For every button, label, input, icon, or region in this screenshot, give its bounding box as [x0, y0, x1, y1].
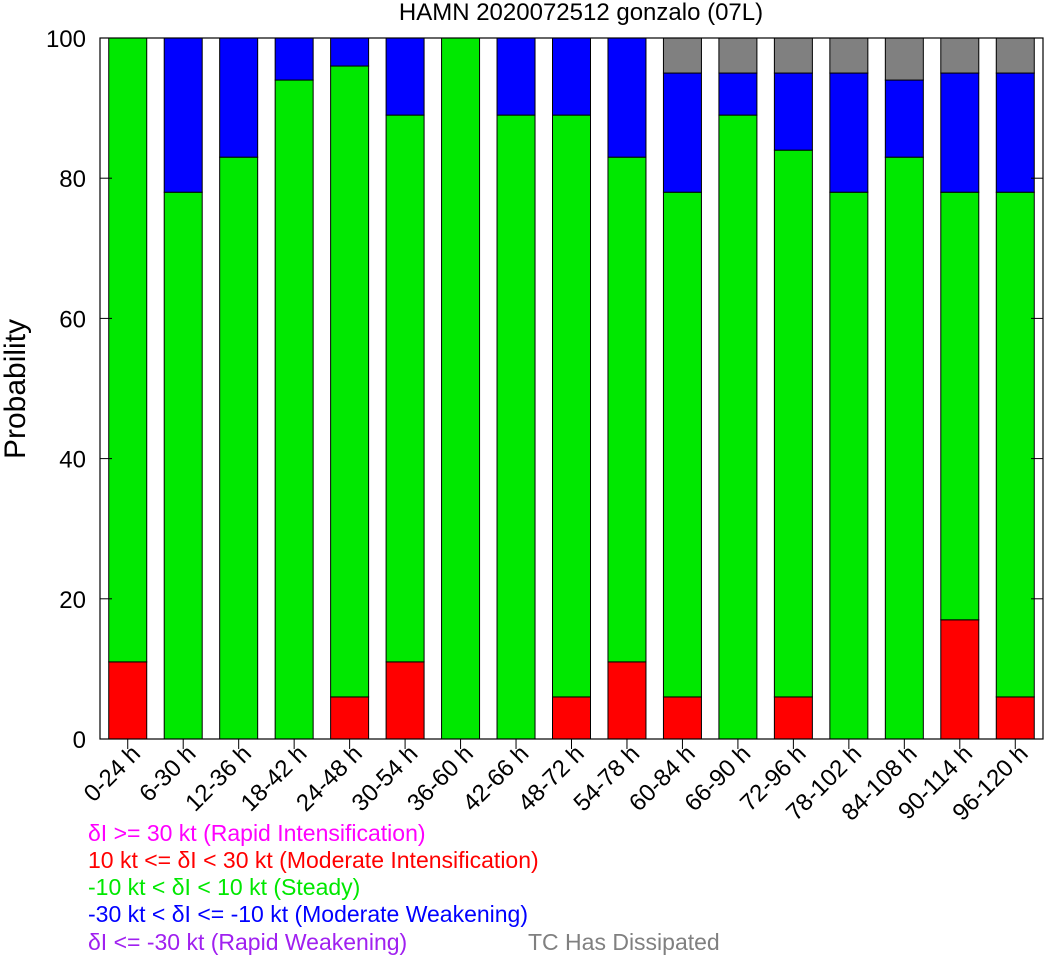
bar-segment-15-3: [940, 72, 980, 193]
bar-segment-6-2: [441, 37, 481, 740]
bar-segment-5-1: [385, 661, 425, 740]
legend-item-1: 10 kt <= δI < 30 kt (Moderate Intensific…: [88, 847, 539, 873]
bar-segment-10-1: [662, 696, 702, 740]
bar-segment-2-3: [219, 37, 259, 158]
bar-segment-2-2: [219, 156, 259, 740]
bar-segment-15-1: [940, 619, 980, 740]
y-tick-label: 20: [59, 587, 86, 614]
bar-segment-8-3: [552, 37, 591, 116]
bar-segment-5-2: [385, 114, 425, 663]
bar-segment-1-3: [163, 37, 203, 193]
legend: δI >= 30 kt (Rapid Intensification)10 kt…: [88, 820, 720, 955]
bar-segment-10-3: [662, 72, 702, 193]
bar-segment-8-2: [552, 114, 591, 698]
bar-segment-3-2: [274, 79, 314, 740]
y-tick-label: 60: [59, 306, 86, 333]
legend-item-4: δI <= -30 kt (Rapid Weakening): [88, 929, 407, 955]
legend-item-0: δI >= 30 kt (Rapid Intensification): [88, 820, 426, 846]
bar-segment-14-5: [884, 37, 924, 81]
bar-segment-15-2: [940, 191, 980, 621]
bar-segment-4-3: [330, 37, 370, 67]
bar-segment-12-5: [773, 37, 813, 74]
bar-segment-9-1: [607, 661, 647, 740]
bar-segment-11-3: [718, 72, 758, 116]
bar-segment-16-5: [995, 37, 1035, 74]
bar-segment-1-2: [163, 191, 203, 740]
bar-segment-8-1: [552, 696, 591, 740]
bar-segment-3-3: [274, 37, 314, 81]
bar-segment-14-3: [884, 79, 924, 158]
bar-segment-0-2: [108, 37, 148, 663]
y-tick-label: 100: [46, 26, 86, 53]
bar-segment-10-5: [662, 37, 702, 74]
bar-segment-5-3: [385, 37, 425, 116]
chart-title: HAMN 2020072512 gonzalo (07L): [399, 0, 763, 26]
y-tick-label: 80: [59, 166, 86, 193]
bar-segment-7-2: [496, 114, 536, 740]
bar-segment-0-1: [108, 661, 148, 740]
legend-item-3: -30 kt < δI <= -10 kt (Moderate Weakenin…: [88, 901, 528, 927]
bar-segment-12-1: [773, 696, 813, 740]
bar-segment-9-3: [607, 37, 647, 158]
bar-segment-7-3: [496, 37, 536, 116]
legend-item-2: -10 kt < δI < 10 kt (Steady): [88, 874, 360, 900]
bar-segment-10-2: [662, 191, 702, 698]
bar-segment-16-3: [995, 72, 1035, 193]
bar-segment-13-3: [829, 72, 869, 193]
bars-layer: [108, 37, 1035, 740]
bar-segment-14-2: [884, 156, 924, 740]
bar-segment-16-1: [995, 696, 1035, 740]
bar-segment-9-2: [607, 156, 647, 663]
y-tick-label: 0: [73, 727, 86, 754]
bar-segment-15-5: [940, 37, 980, 74]
x-tick-label: 0-24 h: [79, 740, 146, 807]
bar-segment-16-2: [995, 191, 1035, 698]
bar-segment-13-5: [829, 37, 869, 74]
y-axis-label: Probability: [0, 319, 32, 459]
bar-segment-4-2: [330, 65, 370, 698]
y-tick-label: 40: [59, 447, 86, 474]
bar-segment-11-5: [718, 37, 758, 74]
bar-segment-12-2: [773, 149, 813, 698]
bar-segment-4-1: [330, 696, 370, 740]
legend-item-5: TC Has Dissipated: [528, 929, 720, 955]
bar-segment-11-2: [718, 114, 758, 740]
bar-segment-12-3: [773, 72, 813, 151]
bar-segment-13-2: [829, 191, 869, 740]
